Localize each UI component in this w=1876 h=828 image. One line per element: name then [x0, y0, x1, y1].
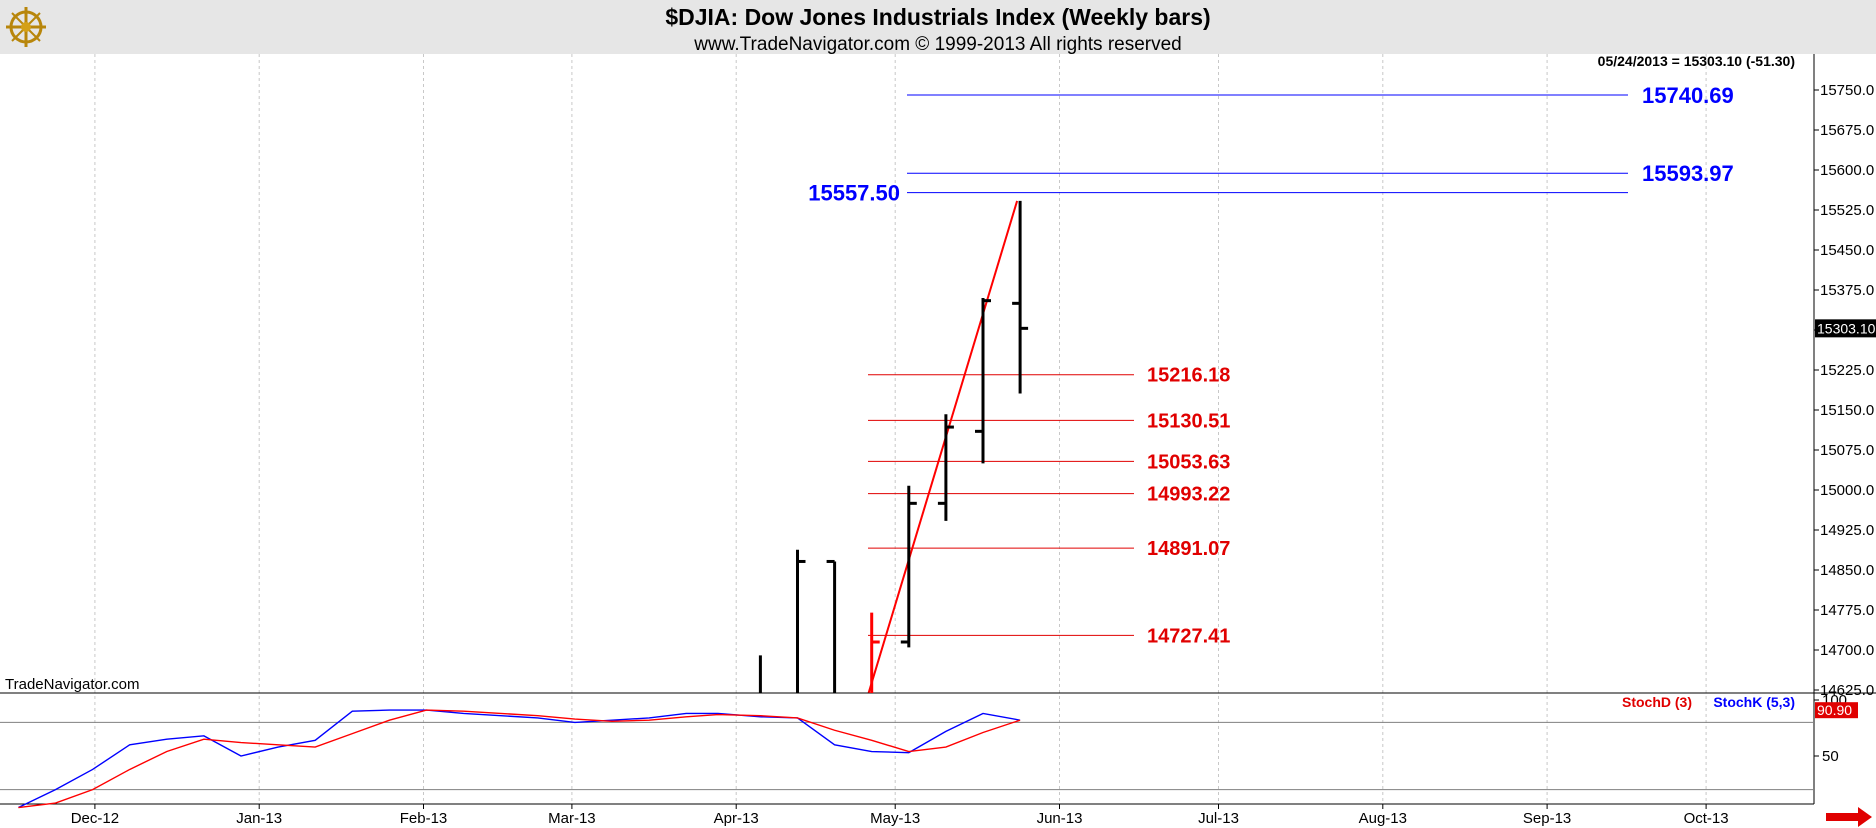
trend-line — [867, 200, 1019, 693]
y-tick-label: 14925.0 — [1820, 522, 1874, 539]
price-bar-2013-04-19 — [826, 559, 837, 693]
y-tick-label: 15150.0 — [1820, 402, 1874, 419]
level-label-15593.97: 15593.97 — [1642, 161, 1734, 186]
level-lines: 15740.69 15593.97 15557.50 15216.18 15130.51… — [808, 83, 1734, 647]
y-axis-ticks: 14625.0 14700.0 14775.0 14850.0 14925.0 15000… — [1814, 82, 1874, 699]
logo-icon — [6, 7, 46, 47]
y-tick-label: 15375.0 — [1820, 282, 1874, 299]
level-label-14727.41: 14727.41 — [1147, 625, 1230, 647]
stoch-last-tag — [1815, 702, 1858, 719]
stoch-last-marker: 90.90 — [1815, 702, 1858, 719]
x-tick-label-sep-13: Sep-13 — [1523, 810, 1571, 827]
price-bar-2013-04-26 — [870, 612, 880, 693]
y-tick-label: 15225.0 — [1820, 362, 1874, 379]
last-price-tag — [1815, 319, 1876, 338]
x-tick-label-aug-13: Aug-13 — [1359, 810, 1407, 827]
stoch-k-line — [18, 709, 1021, 809]
stoch-last-tag-label: 90.90 — [1817, 702, 1852, 718]
trend-line-layer — [867, 200, 1019, 693]
x-tick-label-jul-13: Jul-13 — [1198, 810, 1239, 827]
x-tick-label-apr-13: Apr-13 — [714, 810, 759, 827]
price-bar-2013-05-24 — [1012, 200, 1029, 394]
x-tick-label-jan-13: Jan-13 — [236, 810, 282, 827]
last-price-marker: 15303.10 — [1815, 319, 1876, 338]
y-tick-label: 14625.0 — [1820, 682, 1874, 699]
price-bar-2013-05-03 — [900, 485, 917, 648]
level-label-15053.63: 15053.63 — [1147, 451, 1230, 473]
y-tick-label: 14775.0 — [1820, 602, 1874, 619]
level-label-15216.18: 15216.18 — [1147, 365, 1230, 387]
y-tick-label: 15675.0 — [1820, 122, 1874, 139]
price-bar-2013-05-17 — [975, 298, 991, 464]
x-tick-label-jun-13: Jun-13 — [1037, 810, 1083, 827]
chart-title: $DJIA: Dow Jones Industrials Index (Week… — [665, 4, 1210, 30]
x-tick-label-feb-13: Feb-13 — [400, 810, 448, 827]
level-label-14891.07: 14891.07 — [1147, 538, 1230, 560]
price-bar-2013-05-10 — [937, 414, 954, 521]
stoch-d-line — [18, 709, 1021, 809]
y-tick-label: 14700.0 — [1820, 642, 1874, 659]
grid-layer — [94, 54, 1707, 804]
y-tick-label: 15075.0 — [1820, 442, 1874, 459]
level-label-14993.22: 14993.22 — [1147, 484, 1230, 506]
y-tick-label: 15450.0 — [1820, 242, 1874, 259]
stoch-tick-label: 50 — [1822, 748, 1839, 765]
level-label-15557.50: 15557.50 — [808, 181, 900, 206]
y-tick-label: 15000.0 — [1820, 482, 1874, 499]
y-tick-label: 15600.0 — [1820, 162, 1874, 179]
x-tick-label-mar-13: Mar-13 — [548, 810, 596, 827]
price-bars — [758, 200, 1029, 693]
level-label-15740.69: 15740.69 — [1642, 83, 1734, 108]
level-label-15130.51: 15130.51 — [1147, 410, 1230, 432]
legend-stoch-k: StochK (5,3) — [1713, 694, 1795, 710]
price-bar-2013-04-12 — [796, 549, 806, 693]
last-price-info: 05/24/2013 = 15303.10 (-51.30) — [1598, 53, 1795, 69]
y-tick-label: 15525.0 — [1820, 202, 1874, 219]
last-price-tag-label: 15303.10 — [1817, 320, 1876, 336]
stoch-lines — [18, 709, 1021, 809]
header-background — [0, 0, 1876, 54]
x-tick-label-oct-13: Oct-13 — [1684, 810, 1729, 827]
price-bar-2013-04-05 — [758, 655, 762, 693]
stoch-reference-lines — [0, 721, 1814, 791]
scroll-right-arrow-icon[interactable] — [1826, 807, 1872, 827]
legend-stoch-d: StochD (3) — [1622, 694, 1692, 710]
x-tick-label-dec-12: Dec-12 — [71, 810, 119, 827]
watermark: TradeNavigator.com — [5, 676, 140, 693]
x-axis-ticks: Dec-12 Jan-13 Feb-13 Mar-13 Apr-13 May-13 Jun-… — [71, 804, 1729, 827]
y-tick-label: 14850.0 — [1820, 562, 1874, 579]
x-tick-label-may-13: May-13 — [870, 810, 920, 827]
chart-subtitle: www.TradeNavigator.com © 1999-2013 All r… — [693, 34, 1181, 55]
y-tick-label: 15750.0 — [1820, 82, 1874, 99]
